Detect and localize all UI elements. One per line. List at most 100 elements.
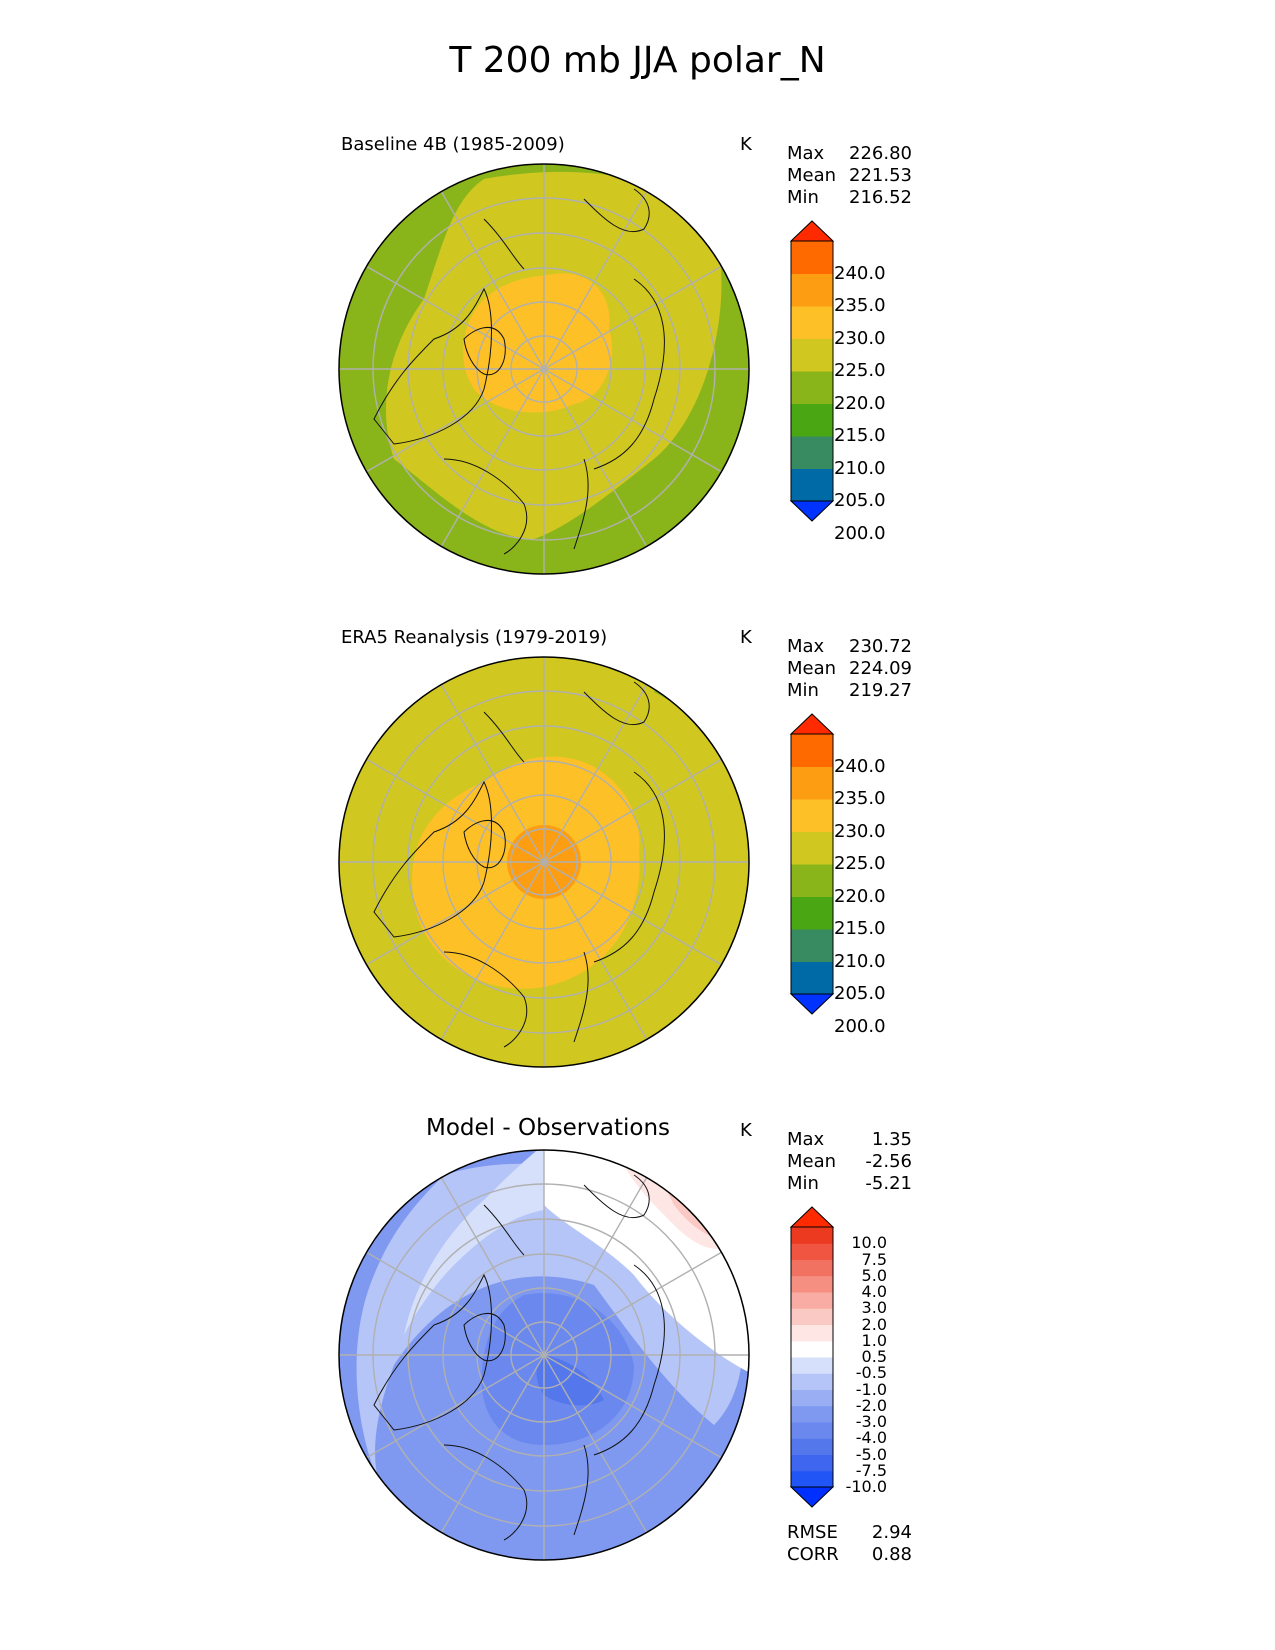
colorbar-extend-max <box>789 713 835 735</box>
panel-3-colorbar <box>789 1206 835 1508</box>
colorbar-tick-label: 205.0 <box>834 983 886 1004</box>
panel-1-mean-label: Mean <box>787 165 837 186</box>
panel-1-mean-value: 221.53 <box>849 165 912 186</box>
colorbar-segment <box>791 371 833 404</box>
colorbar-segment <box>791 306 833 339</box>
panel-3-max-label: Max <box>787 1129 825 1150</box>
panel-3-colorbar-frame <box>790 1226 834 1488</box>
panel-2-frame <box>338 656 750 1068</box>
colorbar-segment <box>791 1340 833 1358</box>
panel-2-colorbar-frame <box>790 733 834 995</box>
colorbar-tick-label: 225.0 <box>834 360 886 381</box>
colorbar-extend-max <box>789 220 835 242</box>
colorbar-tick-label: 230.0 <box>834 820 886 842</box>
panel-3-graticule <box>339 1150 749 1560</box>
panel-1-units: K <box>740 134 752 155</box>
colorbar-segment <box>791 929 833 962</box>
colorbar-tick-label: -3.0 <box>855 1412 887 1431</box>
panel-3-region-pale <box>404 1150 544 1335</box>
colorbar-tick-label: 205.0 <box>834 490 886 511</box>
panel-1-colorbar-frame <box>790 240 834 502</box>
colorbar-segment <box>791 1259 833 1277</box>
colorbar-extend-min <box>789 500 835 522</box>
panel-1-frame <box>338 163 750 575</box>
panel-1-colorbar-segments <box>789 220 835 522</box>
panel-1-min-value: 216.52 <box>849 187 912 208</box>
panel-3-colorbar-segments <box>789 1206 835 1508</box>
colorbar-segment <box>791 831 833 865</box>
colorbar-segment <box>791 734 833 767</box>
figure-title: T 200 mb JJA polar_N <box>449 40 826 81</box>
colorbar-tick-label: -4.0 <box>855 1428 887 1448</box>
colorbar-tick-label: 235.0 <box>834 788 886 809</box>
colorbar-segment <box>791 1243 833 1260</box>
colorbar-extend-max <box>789 1206 835 1228</box>
panel-2-graticule <box>339 657 749 1067</box>
colorbar-tick-label: 230.0 <box>834 327 886 349</box>
colorbar-tick-label: 200.0 <box>834 522 886 544</box>
panel-2-max-label: Max <box>787 636 825 657</box>
panel-2-mean-value: 224.09 <box>849 658 912 679</box>
colorbar-segment <box>791 1308 833 1325</box>
colorbar-segment <box>791 1422 833 1439</box>
colorbar-tick-label: 220.0 <box>834 885 886 907</box>
colorbar-tick-label: -10.0 <box>845 1477 887 1496</box>
colorbar-tick-label: 235.0 <box>834 295 886 316</box>
colorbar-tick-label: 4.0 <box>861 1282 887 1301</box>
colorbar-tick-label: 240.0 <box>834 262 886 284</box>
colorbar-tick-label: -0.5 <box>855 1363 887 1383</box>
colorbar-segment <box>791 1470 833 1488</box>
colorbar-segment <box>791 1389 833 1407</box>
panel-3-mean-value: -2.56 <box>865 1151 912 1172</box>
colorbar-tick-label: 3.0 <box>861 1298 887 1318</box>
panel-2-coastlines <box>373 681 665 1048</box>
panel-3-max-value: 1.35 <box>871 1129 912 1150</box>
colorbar-segment <box>791 1275 833 1293</box>
rmse-label: RMSE <box>787 1522 838 1543</box>
colorbar-tick-label: 210.0 <box>834 950 886 972</box>
colorbar-tick-label: 5.0 <box>861 1265 887 1285</box>
panel-1-max-value: 226.80 <box>849 143 912 164</box>
panel-1-min-label: Min <box>787 187 819 208</box>
colorbar-segment <box>791 241 833 274</box>
panel-1-graticule <box>339 164 749 574</box>
panel-1-map <box>338 163 750 575</box>
colorbar-tick-label: 225.0 <box>834 853 886 874</box>
colorbar-segment <box>791 961 833 995</box>
colorbar-tick-label: 215.0 <box>834 425 886 446</box>
colorbar-segment <box>791 766 833 800</box>
panel-3-min-value: -5.21 <box>865 1173 912 1194</box>
colorbar-extend-min <box>789 993 835 1015</box>
panel-3-region-white <box>544 1150 749 1375</box>
colorbar-segment <box>791 403 833 437</box>
colorbar-tick-label: 210.0 <box>834 457 886 479</box>
colorbar-segment <box>791 436 833 469</box>
colorbar-tick-label: 7.5 <box>861 1249 887 1269</box>
panel-3-title: Model - Observations <box>425 1115 670 1141</box>
colorbar-segment <box>791 1454 833 1472</box>
colorbar-tick-label: -1.0 <box>855 1379 887 1399</box>
panel-3-min-label: Min <box>787 1173 819 1194</box>
corr-label: CORR <box>787 1544 839 1565</box>
panel-1-title: Baseline 4B (1985-2009) <box>341 134 565 155</box>
colorbar-segment <box>791 799 833 832</box>
colorbar-tick-label: 220.0 <box>834 392 886 414</box>
panel-2-min-label: Min <box>787 680 819 701</box>
panel-1-colorbar <box>789 220 835 522</box>
colorbar-tick-label: 240.0 <box>834 755 886 777</box>
rmse-value: 2.94 <box>871 1522 912 1543</box>
panel-2-max-value: 230.72 <box>849 636 912 657</box>
colorbar-segment <box>791 468 833 502</box>
panel-3-mean-label: Mean <box>787 1151 837 1172</box>
colorbar-segment <box>791 1227 833 1244</box>
colorbar-segment <box>791 338 833 372</box>
panel-2-map <box>338 656 750 1068</box>
colorbar-tick-label: 0.5 <box>861 1347 887 1366</box>
colorbar-segment <box>791 1324 833 1342</box>
panel-2-colorbar <box>789 713 835 1015</box>
panel-2-mean-label: Mean <box>787 658 837 679</box>
colorbar-segment <box>791 1292 833 1309</box>
colorbar-segment <box>791 1405 833 1423</box>
colorbar-tick-label: 10.0 <box>851 1233 887 1253</box>
corr-value: 0.88 <box>871 1544 912 1565</box>
